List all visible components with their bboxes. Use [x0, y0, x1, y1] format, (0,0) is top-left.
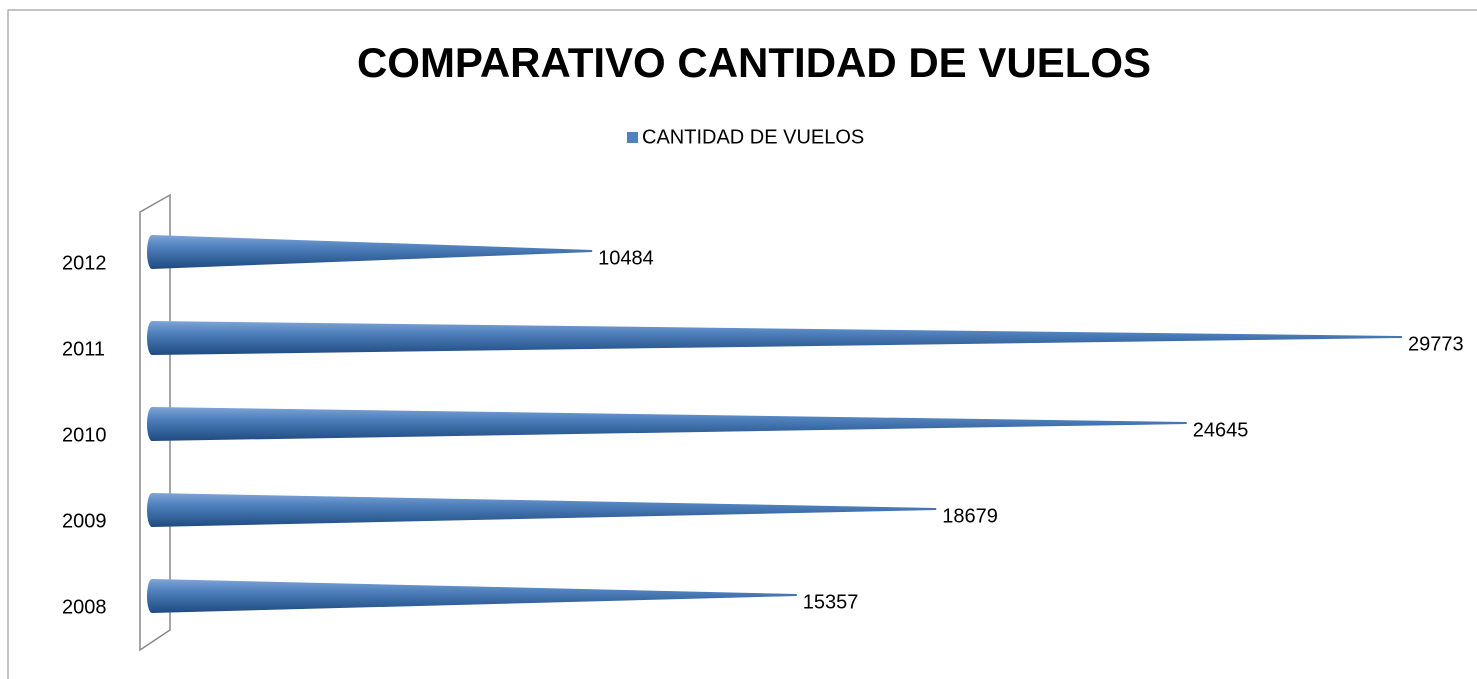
bar: [147, 579, 797, 613]
data-label: 24645: [1193, 419, 1249, 441]
bar: [147, 321, 1402, 355]
bar: [147, 493, 937, 527]
y-tick-label: 2012: [62, 252, 107, 274]
y-tick-label: 2011: [62, 338, 105, 360]
data-label: 10484: [598, 247, 654, 269]
y-tick-label: 2010: [62, 424, 107, 446]
y-tick-label: 2009: [62, 510, 107, 532]
data-label: 15357: [803, 591, 859, 613]
data-label: 29773: [1408, 333, 1464, 355]
chart-title: COMPARATIVO CANTIDAD DE VUELOS: [357, 39, 1151, 86]
data-label: 18679: [942, 505, 998, 527]
bar: [147, 407, 1187, 441]
bar: [147, 235, 593, 269]
legend-label: CANTIDAD DE VUELOS: [642, 126, 864, 148]
y-tick-label: 2008: [62, 596, 107, 618]
legend-swatch: [627, 132, 638, 143]
